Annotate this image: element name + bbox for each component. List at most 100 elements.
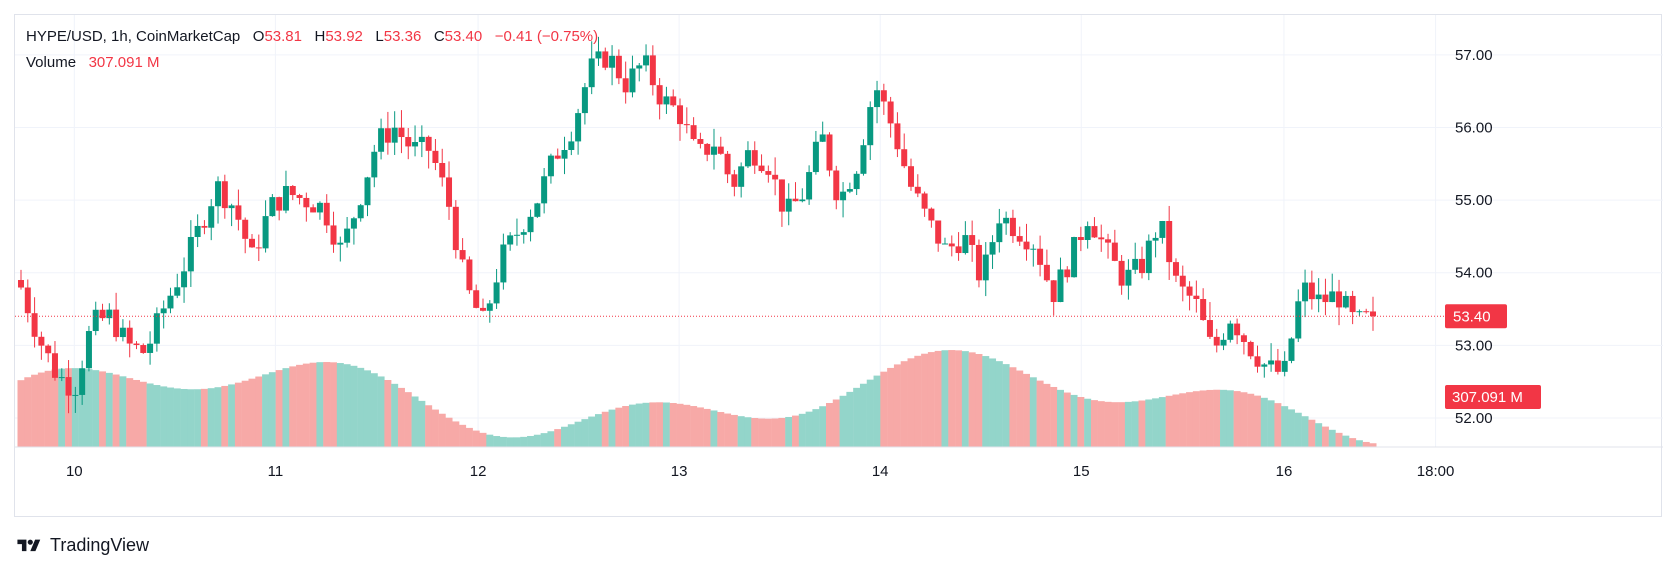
candle-body — [534, 203, 541, 217]
candle-body — [493, 282, 500, 304]
volume-bar — [1118, 402, 1126, 447]
volume-bar — [465, 427, 473, 447]
volume-bar — [1301, 416, 1309, 447]
volume-bar — [1043, 383, 1051, 447]
candle-body — [228, 205, 235, 209]
candle-body — [819, 134, 826, 142]
candle-body — [744, 150, 751, 167]
volume-bar — [160, 386, 168, 447]
candle-body — [677, 105, 684, 125]
y-tick-label: 55.00 — [1455, 192, 1493, 209]
y-tick-label: 54.00 — [1455, 265, 1493, 282]
volume-bar — [207, 388, 215, 447]
candle-body — [1193, 295, 1200, 300]
volume-bar — [968, 352, 976, 447]
x-tick-label: 11 — [268, 463, 284, 480]
candle-body — [717, 146, 724, 154]
candle-body — [350, 218, 357, 229]
candle-body — [126, 327, 133, 344]
volume-bar — [1267, 400, 1275, 447]
volume-bar — [567, 424, 575, 447]
volume-bar — [1097, 401, 1105, 447]
candle-body — [31, 313, 38, 337]
chart-frame[interactable]: 52.00 53.00 54.00 55.00 56.00 57.00 10 11 12 13 14… — [14, 14, 1663, 518]
candle-body — [1186, 286, 1193, 296]
candle-body — [160, 308, 167, 314]
x-tick-label: 12 — [470, 463, 487, 480]
candle-body — [255, 247, 262, 249]
candle-body — [1172, 262, 1179, 276]
candle-body — [1349, 295, 1356, 313]
volume-bar — [703, 408, 711, 447]
candle-body — [948, 243, 955, 247]
candle-body — [1003, 217, 1010, 224]
volume-bar — [479, 432, 487, 447]
candle-body — [1139, 258, 1146, 274]
tradingview-logo-icon — [17, 539, 41, 551]
volume-bar — [1111, 402, 1119, 447]
volume-bar — [1199, 390, 1207, 447]
volume-bar — [764, 418, 772, 447]
volume-bar — [404, 392, 412, 447]
candle-body — [92, 309, 99, 332]
volume-bar — [1342, 435, 1350, 447]
volume-bar — [289, 366, 297, 447]
volume-bar — [1335, 432, 1343, 447]
candle-body — [337, 242, 344, 245]
volume-bar — [357, 367, 365, 447]
candle-body — [1084, 226, 1091, 240]
volume-bar — [493, 436, 501, 447]
volume-bar — [561, 426, 569, 447]
volume-bar — [37, 372, 45, 447]
candle-body — [1043, 264, 1050, 281]
candle-body — [316, 202, 323, 213]
volume-bar — [343, 364, 351, 447]
candle-body — [425, 136, 432, 151]
candle-body — [248, 238, 255, 248]
volume-bar — [758, 418, 766, 447]
volume-bar — [669, 403, 677, 447]
open-value: 53.81 — [264, 28, 302, 45]
candle-body — [113, 309, 120, 338]
candle-body — [554, 155, 561, 159]
candle-body — [649, 55, 656, 86]
volume-bar — [1104, 401, 1112, 447]
tradingview-logo[interactable]: TradingView — [14, 535, 149, 556]
volume-bar — [995, 361, 1003, 447]
candle-body — [1057, 269, 1064, 303]
candle-body — [269, 197, 276, 217]
volume-bar — [132, 379, 140, 447]
candle-body — [1268, 360, 1275, 365]
volume-bar — [540, 433, 548, 447]
volume-bar — [676, 403, 684, 447]
candle-body — [1295, 301, 1302, 339]
candle-body — [785, 198, 792, 212]
candle-body — [1329, 291, 1336, 303]
candle-body — [418, 136, 425, 143]
volume-bar — [459, 424, 467, 447]
volume-bar — [975, 354, 983, 447]
volume-bar — [350, 365, 358, 447]
volume-bar — [1002, 364, 1010, 447]
volume-bar — [554, 429, 562, 447]
candle-body — [778, 179, 785, 212]
candle-body — [459, 250, 466, 260]
volume-bar — [241, 380, 249, 447]
volume-bar — [194, 389, 202, 447]
volume-bar — [228, 384, 236, 447]
candle-body — [941, 243, 948, 245]
volume-bar — [153, 385, 161, 447]
candle-body — [174, 287, 181, 296]
candle-body — [344, 228, 351, 243]
candle-body — [99, 309, 106, 319]
candle-body — [1098, 237, 1105, 240]
candle-body — [119, 327, 126, 338]
volume-bar — [1186, 392, 1194, 447]
candle-body — [412, 142, 419, 147]
candle-body — [1077, 237, 1084, 240]
volume-bar — [391, 383, 399, 447]
volume-bar — [1281, 406, 1289, 447]
candle-body — [446, 177, 453, 207]
candle-body — [1288, 338, 1295, 361]
candlestick-chart[interactable]: 52.00 53.00 54.00 55.00 56.00 57.00 10 11 12 13 14… — [15, 15, 1663, 518]
